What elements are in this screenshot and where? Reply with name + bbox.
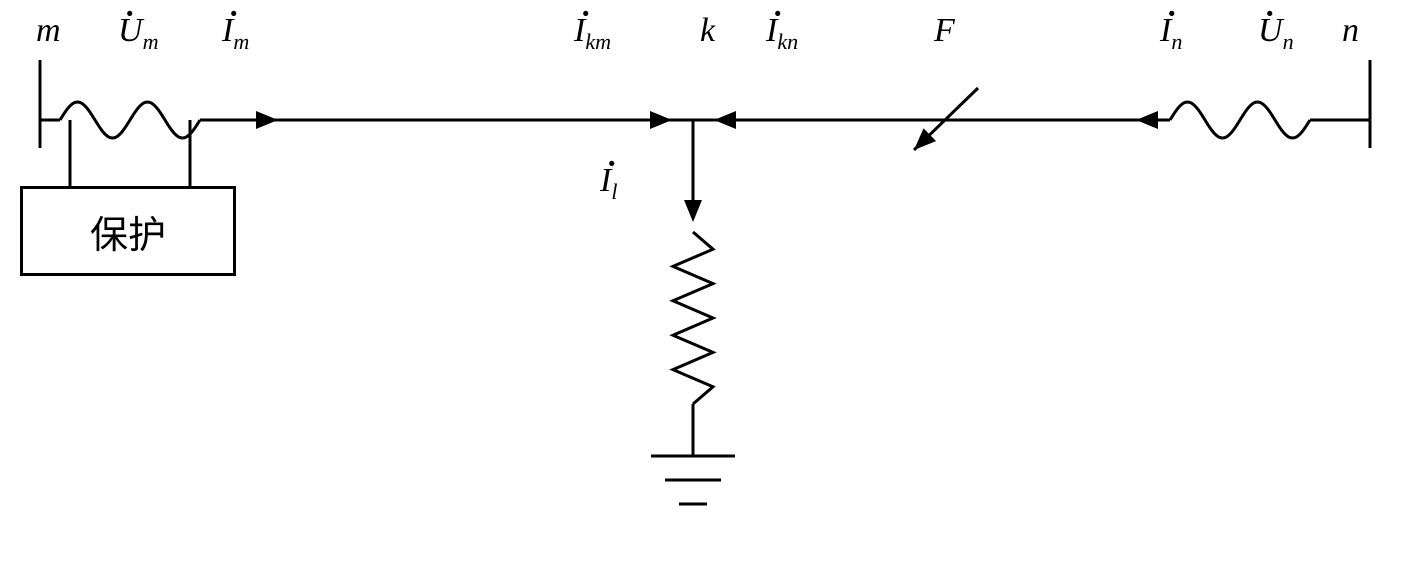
circuit-diagram: m Um Im Ikm k Ikn F In Un n Il 保护 xyxy=(0,0,1404,563)
label-Um: Um xyxy=(118,12,159,55)
label-Im: Im xyxy=(222,12,249,55)
protection-label: 保护 xyxy=(90,204,166,259)
label-In: In xyxy=(1160,12,1182,55)
label-Il: Il xyxy=(600,162,617,205)
diagram-svg xyxy=(0,0,1404,563)
label-m: m xyxy=(36,12,61,50)
label-n: n xyxy=(1342,12,1359,50)
label-Ikm: Ikm xyxy=(574,12,611,55)
label-F: F xyxy=(934,12,955,50)
protection-box: 保护 xyxy=(20,186,236,276)
label-Un: Un xyxy=(1258,12,1294,55)
label-k: k xyxy=(700,12,715,50)
label-Ikn: Ikn xyxy=(766,12,798,55)
